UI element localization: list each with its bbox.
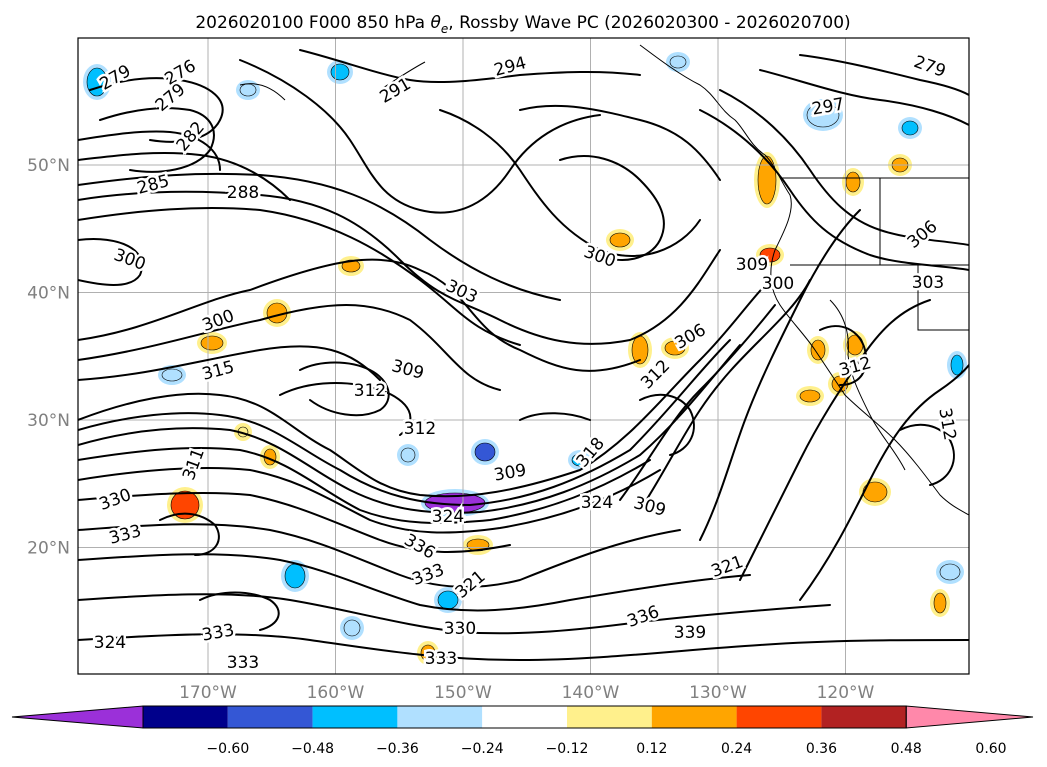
- anomaly-blob: [950, 354, 964, 376]
- anomaly-blob: [609, 232, 631, 248]
- lat-tick-label: 40°N: [27, 284, 70, 304]
- contour-label: 330: [444, 619, 476, 639]
- contour-label-halo: 333: [425, 649, 457, 669]
- colorbar-tick-label: −0.24: [461, 741, 504, 757]
- anomaly-blob: [669, 55, 687, 69]
- anomaly-blob: [933, 592, 947, 614]
- contour-label: 339: [674, 623, 706, 643]
- contour-label: 324: [94, 633, 126, 653]
- contour-label-halo: 303: [912, 273, 944, 293]
- anomaly-blob: [420, 644, 436, 662]
- colorbar-tick-label: −0.36: [376, 741, 419, 757]
- anomaly-blob: [901, 120, 919, 136]
- lat-tick-label: 50°N: [27, 156, 70, 176]
- contour-label-halo: 300: [762, 274, 794, 294]
- map-title: 2026020100 F000 850 hPa θe, Rossby Wave …: [195, 13, 850, 36]
- contour-label-halo: 324: [432, 507, 464, 527]
- contour-label: 288: [227, 183, 259, 203]
- contour-label: 312: [354, 381, 386, 401]
- lat-tick-label: 20°N: [27, 539, 70, 559]
- graticule: [78, 38, 969, 674]
- contour-label: 312: [404, 419, 436, 439]
- lon-tick-label: 140°W: [562, 683, 620, 703]
- anomaly-blob: [200, 335, 224, 351]
- contour-label: 303: [912, 273, 944, 293]
- anomaly-blob: [161, 368, 183, 382]
- anomaly-blob: [330, 63, 350, 81]
- contour-label-halo: 312: [404, 419, 436, 439]
- contour-label: 324: [432, 507, 464, 527]
- colorbar-tick-label: 0.60: [975, 741, 1006, 757]
- colorbar-tick-label: −0.60: [206, 741, 249, 757]
- latitude-labels: 50°N 40°N 30°N 20°N: [27, 156, 70, 559]
- anomaly-blob: [806, 102, 840, 128]
- colorbar-tick-label: −0.12: [546, 741, 589, 757]
- lon-tick-label: 170°W: [179, 683, 237, 703]
- anomaly-blob: [845, 171, 861, 193]
- contour-label-halo: 324: [581, 493, 613, 513]
- lon-tick-label: 160°W: [307, 683, 365, 703]
- colorbar-tick-label: 0.48: [891, 741, 922, 757]
- contour-label: 333: [425, 649, 457, 669]
- colorbar-tick-label: 0.24: [721, 741, 752, 757]
- anomaly-blob: [170, 490, 200, 520]
- contour-label-halo: 309: [736, 255, 768, 275]
- contour-label-halo: 324: [94, 633, 126, 653]
- anomaly-blob: [343, 619, 361, 637]
- lon-tick-label: 150°W: [434, 683, 492, 703]
- colorbar-extend-low: [11, 705, 144, 729]
- lon-tick-label: 120°W: [817, 683, 875, 703]
- anomaly-blob: [939, 563, 961, 581]
- map-frame: [77, 37, 970, 675]
- contour-label: 309: [736, 255, 768, 275]
- anomaly-blob: [284, 563, 306, 589]
- lat-tick-label: 30°N: [27, 411, 70, 431]
- contour-label-halo: 330: [444, 619, 476, 639]
- anomaly-blob: [474, 442, 496, 462]
- contour-label: 333: [227, 653, 259, 673]
- contour-label: 300: [762, 274, 794, 294]
- colorbar-segment: [482, 706, 567, 728]
- colorbar: −0.60 −0.48 −0.36 −0.24 −0.12 0.12 0.24 0.36 0.4…: [11, 705, 1034, 757]
- contour-label-halo: 312: [354, 381, 386, 401]
- colorbar-tick-label: −0.48: [291, 741, 334, 757]
- anomaly-blob: [799, 389, 821, 403]
- colorbar-frame: [142, 705, 907, 729]
- anomaly-blob: [239, 83, 257, 97]
- contour-label-halo: 288: [227, 183, 259, 203]
- colorbar-tick-label: 0.36: [806, 741, 837, 757]
- colorbar-segment: [821, 706, 907, 728]
- anomaly-shading: [83, 52, 967, 665]
- anomaly-blob: [571, 453, 589, 467]
- lon-tick-label: 130°W: [689, 683, 747, 703]
- colorbar-segment: [736, 706, 822, 728]
- colorbar-segment: [312, 706, 398, 728]
- contour-label-halo: 333: [227, 653, 259, 673]
- anomaly-blob: [757, 155, 777, 205]
- map-area: [78, 38, 969, 674]
- longitude-labels: 170°W 160°W 150°W 140°W 130°W 120°W: [179, 683, 874, 703]
- anomaly-blob: [341, 259, 361, 273]
- colorbar-segment: [143, 706, 228, 728]
- colorbar-extend-high: [905, 705, 1034, 729]
- colorbar-segment: [567, 706, 652, 728]
- colorbar-segment: [651, 706, 737, 728]
- anomaly-blob: [400, 447, 416, 463]
- contour-label-halo: 339: [674, 623, 706, 643]
- coastline: [239, 44, 969, 516]
- theta-e-contours: [78, 49, 969, 661]
- anomaly-blob: [437, 590, 459, 610]
- colorbar-segment: [227, 706, 313, 728]
- anomaly-blob: [664, 340, 686, 356]
- contour-label: 324: [581, 493, 613, 513]
- anomaly-blob: [810, 339, 826, 361]
- colorbar-segment: [397, 706, 483, 728]
- colorbar-tick-label: 0.12: [636, 741, 667, 757]
